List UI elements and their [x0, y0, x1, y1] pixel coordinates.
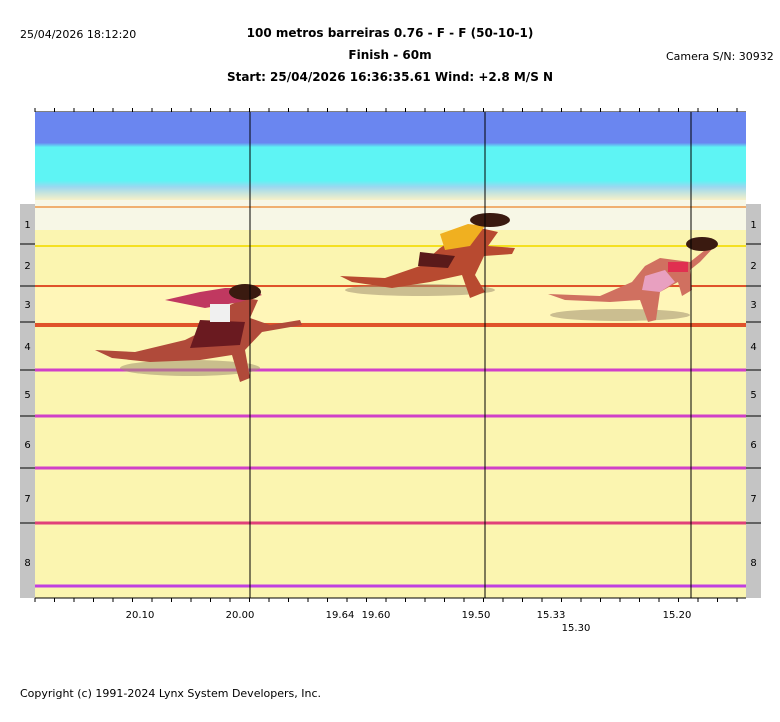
time-label: 15.30	[562, 623, 591, 634]
lane-number-right: 2	[750, 261, 756, 272]
lane-number-left: 5	[24, 390, 30, 401]
lane-number-left: 3	[24, 300, 30, 311]
time-label: 15.33	[537, 610, 566, 621]
time-label: 19.64	[326, 610, 355, 621]
athlete-lane-2[interactable]	[340, 213, 515, 298]
lane-number-left: 7	[24, 494, 30, 505]
lane-number-right: 4	[750, 342, 756, 353]
lane-number-right: 3	[750, 300, 756, 311]
time-scale: 20.10 20.00 19.64 19.60 19.50 15.33 15.30 15.20	[126, 610, 692, 634]
start-wind-line: Start: 25/04/2026 16:36:35.61 Wind: +2.8…	[226, 70, 554, 84]
time-label: 20.00	[226, 610, 255, 621]
time-label: 20.10	[126, 610, 155, 621]
lane-number-left: 1	[24, 220, 30, 231]
time-label: 19.60	[362, 610, 391, 621]
time-label: 19.50	[462, 610, 491, 621]
lane-number-right: 7	[750, 494, 756, 505]
lane-number-left: 6	[24, 440, 30, 451]
capture-datetime: 25/04/2026 18:12:20	[20, 28, 137, 41]
track-top-haze	[35, 200, 746, 230]
lane-number-left: 2	[24, 261, 30, 272]
event-title: 100 metros barreiras 0.76 - F - F (50-10…	[246, 26, 534, 40]
time-label: 15.20	[663, 610, 692, 621]
finish-photo[interactable]: 1 1 2 2 3 3 4 4 5 5 6 6 7 7 8 8 20.10 20.00 19.64 19.60 19.…	[0, 0, 780, 640]
top-ticks	[34, 108, 738, 112]
lane-number-left: 8	[24, 558, 30, 569]
event-subtitle: Finish - 60m	[348, 48, 432, 62]
bottom-ticks	[34, 598, 738, 602]
right-lane-bar	[746, 204, 761, 598]
lane-number-left: 4	[24, 342, 30, 353]
lane-number-right: 5	[750, 390, 756, 401]
lane-markers: 1 1 2 2 3 3 4 4 5 5 6 6 7 7 8 8	[20, 220, 761, 569]
athlete-lane-2-right[interactable]	[548, 237, 718, 322]
lane-number-right: 8	[750, 558, 756, 569]
lane-number-right: 6	[750, 440, 756, 451]
sky-band	[35, 112, 746, 200]
camera-serial: Camera S/N: 30932	[666, 50, 774, 63]
track-surface	[35, 200, 746, 598]
copyright-notice: Copyright (c) 1991-2024 Lynx System Deve…	[20, 687, 322, 700]
lane-number-right: 1	[750, 220, 756, 231]
left-lane-bar	[20, 204, 35, 598]
